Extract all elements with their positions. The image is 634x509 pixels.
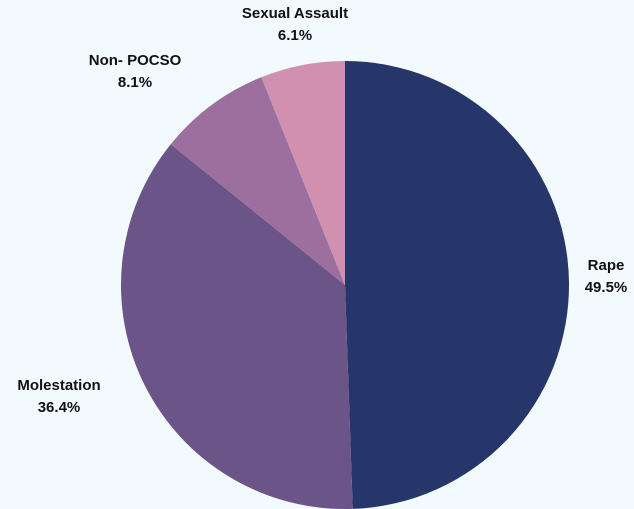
pie-labels: Rape 49.5% Molestation 36.4% Non- POCSO 8.1% S… bbox=[17, 5, 627, 416]
slice-label-molestation: Molestation bbox=[17, 377, 100, 394]
pie-slice-molestation bbox=[120, 144, 353, 509]
pie-slice-sexual-assault bbox=[261, 61, 345, 285]
slice-value-sexual-assault: 6.1% bbox=[278, 27, 312, 44]
slice-label-rape: Rape bbox=[588, 257, 625, 274]
slice-value-non-pocso: 8.1% bbox=[118, 74, 152, 91]
slice-value-molestation: 36.4% bbox=[38, 399, 81, 416]
slice-value-rape: 49.5% bbox=[585, 279, 628, 296]
slice-label-non-pocso: Non- POCSO bbox=[89, 52, 182, 69]
slice-label-sexual-assault: Sexual Assault bbox=[242, 5, 348, 22]
pie-slices bbox=[120, 61, 569, 509]
pie-slice-rape bbox=[345, 61, 569, 509]
pie-slice-non-pocso bbox=[170, 77, 345, 285]
